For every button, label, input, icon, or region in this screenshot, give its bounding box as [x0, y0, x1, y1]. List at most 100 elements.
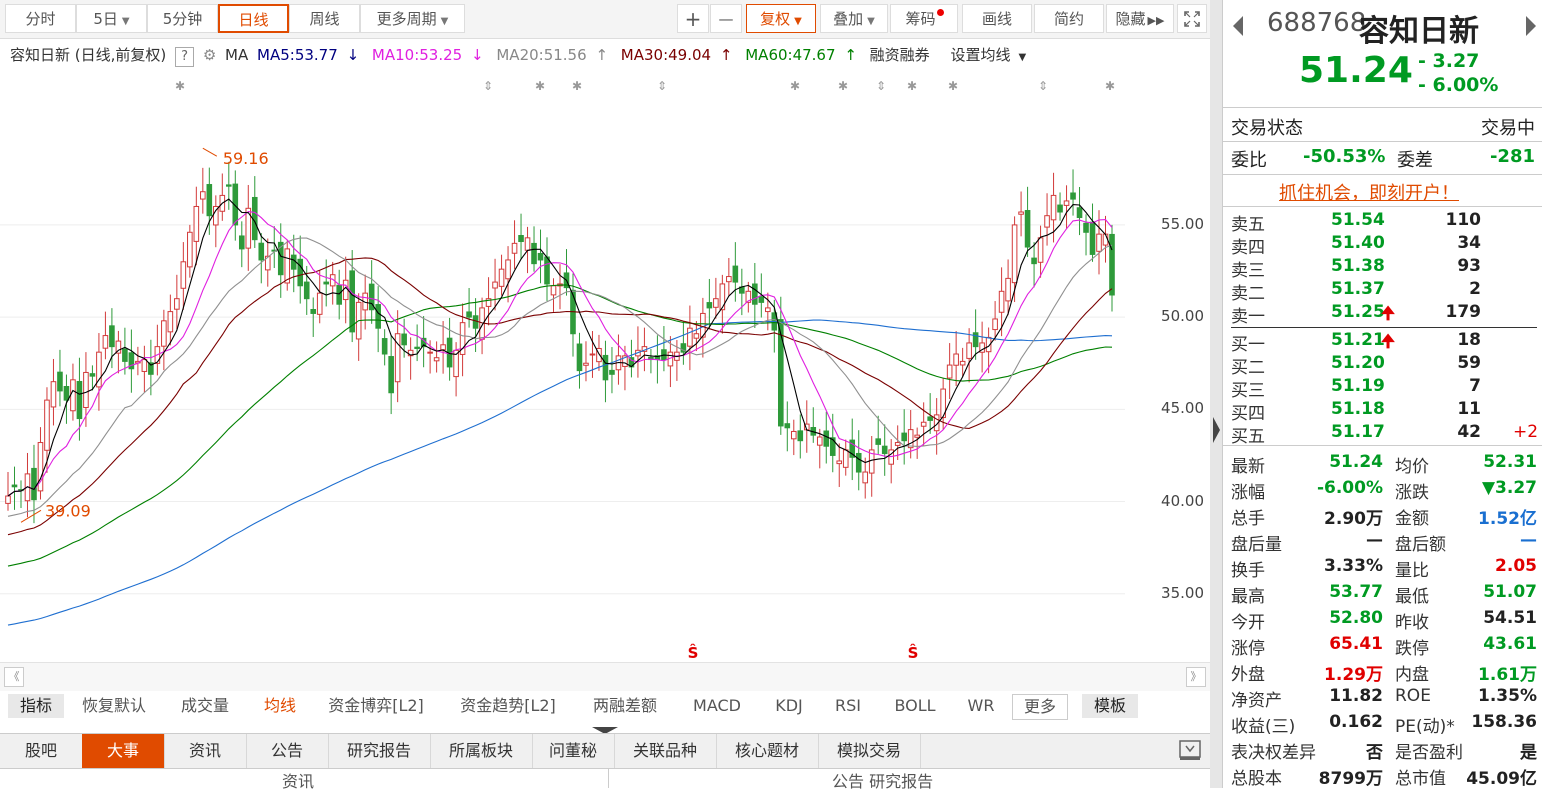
stats-row: 净资产 11.82 ROE 1.35%: [1231, 686, 1537, 711]
indicator-tab-13[interactable]: 模板: [1082, 694, 1138, 718]
indicator-tab-3[interactable]: 均线: [263, 696, 296, 715]
stat-value: —: [1366, 530, 1383, 550]
candle-body: [524, 237, 531, 251]
info-tab-2[interactable]: 资讯: [164, 734, 247, 768]
info-tab-1[interactable]: 大事: [82, 734, 165, 768]
indicator-tab-8[interactable]: KDJ: [775, 696, 803, 715]
more-periods-label: 更多周期: [376, 10, 437, 28]
orderbook-row[interactable]: 买五 51.17 42: [1231, 422, 1537, 447]
level-price: 51.20: [1331, 353, 1385, 373]
indicator-tab-1[interactable]: 恢复默认: [81, 696, 146, 715]
fullscreen-button[interactable]: [1177, 4, 1207, 33]
high-pointer: [202, 147, 218, 157]
candle-body: [329, 274, 336, 287]
orderbook-row[interactable]: 卖五 51.54 110: [1231, 210, 1537, 235]
orderbook-row[interactable]: 卖四 51.40 34: [1231, 233, 1537, 258]
indicator-tab-5[interactable]: 资金趋势[L2]: [460, 696, 556, 715]
tab-5min[interactable]: 5分钟: [147, 4, 218, 33]
indicator-tab-11[interactable]: WR: [967, 696, 995, 715]
chips-button[interactable]: 筹码: [890, 4, 958, 33]
collapse-handle[interactable]: [590, 723, 620, 734]
tab-weekly[interactable]: 周线: [289, 4, 360, 33]
indicator-tab-10[interactable]: BOLL: [894, 696, 936, 715]
y-tick-label: 50.00: [1161, 307, 1204, 326]
simple-button[interactable]: 简约: [1034, 4, 1104, 33]
candle-body: [758, 296, 765, 303]
adjust-button[interactable]: 复权 ▼: [746, 4, 816, 33]
indicator-tab-2[interactable]: 成交量: [180, 696, 229, 715]
scroll-left-icon[interactable]: 《: [4, 667, 24, 687]
info-tab-5[interactable]: 所属板块: [430, 734, 533, 768]
candle-body: [284, 248, 291, 284]
zoom-out-button[interactable]: —: [710, 4, 742, 33]
stat-value: 1.52亿: [1478, 509, 1537, 529]
help-button[interactable]: ?: [175, 47, 195, 67]
candle-body: [1050, 194, 1057, 221]
candle-body: [316, 292, 323, 315]
candle-body: [122, 348, 128, 362]
info-tab-6[interactable]: 问董秘: [532, 734, 615, 768]
ma20-value: MA20:51.56 ↑: [496, 46, 612, 64]
set-ma-button[interactable]: 设置均线 ▼: [950, 46, 1030, 64]
stat-value: 2.90万: [1324, 509, 1383, 529]
info-tab-4[interactable]: 研究报告: [328, 734, 431, 768]
overlay-button[interactable]: 叠加 ▼: [820, 4, 888, 33]
candle-body: [602, 354, 609, 381]
level-volume: 93: [1457, 256, 1481, 276]
arrow-up-icon: 🠉: [1381, 304, 1396, 324]
stat-label: 盘后额: [1395, 535, 1446, 555]
hide-button[interactable]: 隐藏 ▶▶: [1106, 4, 1174, 33]
tab-more-periods[interactable]: 更多周期 ▼: [360, 4, 465, 33]
orderbook-row[interactable]: 买四 51.18 11: [1231, 399, 1537, 424]
gear-icon[interactable]: ⚙: [202, 46, 217, 64]
event-star-icon: ✱: [572, 79, 582, 93]
weibi-label: 委比: [1231, 150, 1267, 171]
orderbook-row[interactable]: 买一 51.21 🠉 18: [1231, 330, 1537, 355]
info-tab-9[interactable]: 模拟交易: [818, 734, 921, 768]
indicator-tab-0[interactable]: 指标: [8, 694, 64, 718]
candlestick-chart[interactable]: 59.16 39.09 ✱ ⇕ ✱ ✱ ⇕ ✱ ✱ ⇕ ✱ ✱ ⇕ ✱ Ŝ Ŝ: [0, 70, 1125, 662]
indicator-tab-6[interactable]: 两融差额: [592, 696, 657, 715]
orderbook-row[interactable]: 买三 51.19 7: [1231, 376, 1537, 401]
indicator-tab-9[interactable]: RSI: [835, 696, 861, 715]
orderbook-row[interactable]: 买二 51.20 59: [1231, 353, 1537, 378]
indicator-tab-12[interactable]: 更多: [1012, 694, 1068, 720]
candle-body: [907, 429, 914, 449]
panel-splitter[interactable]: [1210, 0, 1222, 788]
hide-label: 隐藏: [1115, 10, 1146, 28]
prev-stock-icon[interactable]: [1231, 14, 1245, 38]
next-stock-icon[interactable]: [1524, 14, 1538, 38]
tab-daily[interactable]: 日线: [218, 4, 289, 33]
candle-body: [50, 381, 57, 408]
tab-intraday[interactable]: 分时: [5, 4, 76, 33]
indicator-tab-7[interactable]: MACD: [693, 696, 741, 715]
promo-link[interactable]: 抓住机会，即刻开户！: [1279, 183, 1459, 204]
stat-value: —: [1520, 530, 1537, 550]
orderbook-row[interactable]: 卖一 51.25 🠉 179: [1231, 302, 1537, 327]
candle-body: [1011, 224, 1018, 284]
orderbook-row[interactable]: 卖二 51.37 2: [1231, 279, 1537, 304]
candle-body: [719, 283, 726, 311]
tab-5day[interactable]: 5日 ▼: [76, 4, 147, 33]
scroll-right-icon[interactable]: 》: [1186, 667, 1206, 687]
info-tab-0[interactable]: 股吧: [0, 734, 83, 768]
chart-scrollbar[interactable]: 《 》: [0, 662, 1210, 691]
info-tab-3[interactable]: 公告: [246, 734, 329, 768]
level-price: 51.25: [1331, 302, 1385, 322]
orderbook-row[interactable]: 卖三 51.38 93: [1231, 256, 1537, 281]
download-icon[interactable]: [1178, 739, 1202, 761]
draw-button[interactable]: 画线: [962, 4, 1032, 33]
candle-body: [829, 437, 836, 456]
ma5-value: MA5:53.77 ↓: [257, 46, 363, 64]
candle-body: [459, 322, 466, 355]
info-tab-8[interactable]: 核心题材: [716, 734, 819, 768]
indicator-tab-4[interactable]: 资金博弈[L2]: [328, 696, 424, 715]
info-tab-7[interactable]: 关联品种: [614, 734, 717, 768]
zoom-in-button[interactable]: +: [677, 4, 709, 33]
stats-row: 总手 2.90万 金额 1.52亿: [1231, 504, 1537, 529]
event-marker-icon: ✱: [535, 79, 545, 93]
level-label: 卖一: [1231, 307, 1265, 327]
candle-body: [63, 386, 70, 401]
candle-body: [732, 265, 739, 283]
margin-trading-link[interactable]: 融资融券: [869, 46, 930, 64]
